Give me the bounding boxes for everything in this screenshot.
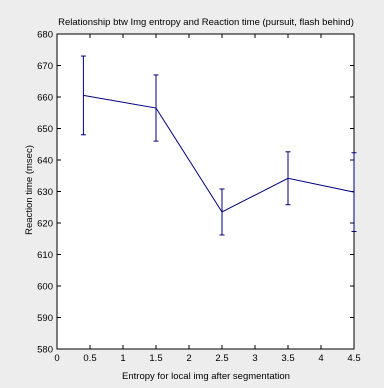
x-tick-label: 2.5 (215, 353, 228, 364)
y-tick-label: 660 (37, 93, 53, 104)
x-tick-label: 0 (54, 353, 59, 364)
chart-title: Relationship btw Img entropy and Reactio… (58, 17, 354, 28)
axis-ticks: 0 0.5 1 1.5 2 2.5 3 3.5 4 4.5 580 590 600 610 620 630 64… (37, 30, 360, 365)
y-tick-label: 590 (37, 313, 53, 324)
x-tick-label: 2 (186, 353, 191, 364)
x-tick-label: 4 (318, 353, 323, 364)
y-tick-label: 610 (37, 250, 53, 261)
x-tick-label: 3.5 (281, 353, 294, 364)
y-tick-label: 680 (37, 30, 53, 41)
y-tick-label: 600 (37, 282, 53, 293)
x-tick-label: 1.5 (149, 353, 162, 364)
series-layer (80, 55, 357, 236)
x-tick-label: 4.5 (347, 353, 360, 364)
y-tick-label: 620 (37, 219, 53, 230)
x-tick-label: 3 (252, 353, 257, 364)
y-tick-label: 630 (37, 187, 53, 198)
y-axis-label: Reaction time (msec) (24, 145, 35, 235)
plot-area (56, 33, 355, 350)
y-tick-label: 670 (37, 61, 53, 72)
y-tick-label: 640 (37, 156, 53, 167)
x-tick-label: 0.5 (83, 353, 96, 364)
y-tick-label: 580 (37, 345, 53, 356)
x-tick-label: 1 (120, 353, 125, 364)
y-tick-label: 650 (37, 124, 53, 135)
x-axis-label: Entropy for local img after segmentation (122, 371, 290, 382)
